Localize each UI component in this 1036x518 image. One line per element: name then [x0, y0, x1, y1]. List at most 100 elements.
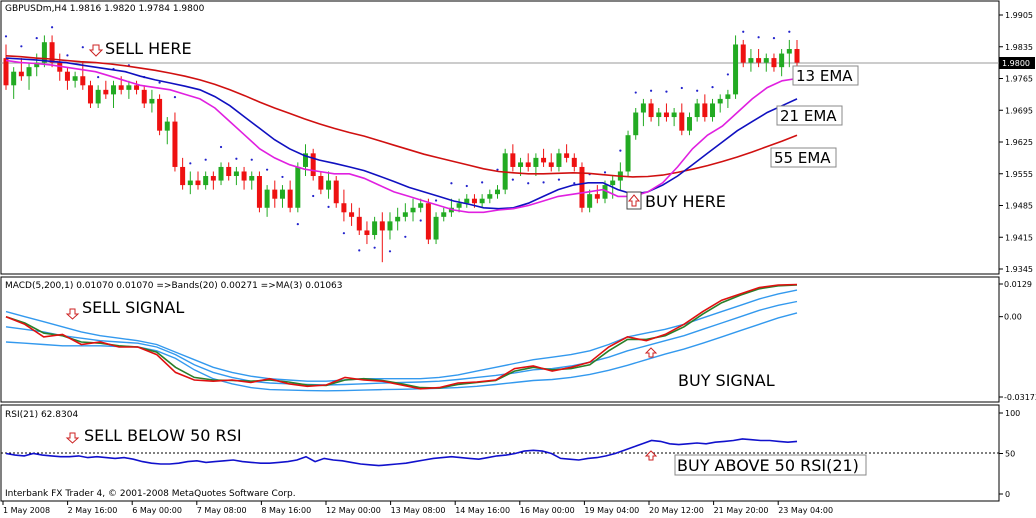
sar-dot [388, 250, 392, 253]
ema13-label-box [792, 65, 859, 86]
sar-dot [327, 205, 330, 208]
candle-body [318, 176, 324, 190]
sar-dot [665, 90, 668, 93]
rsi-tick-label: 100 [1005, 409, 1020, 418]
candle-body [756, 58, 762, 63]
sell-here-annotation: SELL HERE [88, 39, 192, 58]
sar-dot [465, 184, 468, 188]
buy-above-annotation: BUY ABOVE 50 RSI(21) [644, 450, 867, 476]
candle-body [564, 153, 570, 158]
candle-body [410, 207, 416, 213]
candle-body [141, 89, 147, 104]
candle-body [287, 189, 293, 208]
rsi-line [5, 438, 798, 467]
price-tick-label: 1.9905 [1005, 11, 1033, 20]
sar-dot [81, 46, 84, 49]
sell-below-arrow-icon [65, 432, 80, 444]
candle-body [395, 216, 401, 222]
sar-dot [557, 178, 561, 181]
time-tick-label: 19 May 04:00 [584, 506, 639, 515]
candle-body [748, 58, 754, 63]
candle-body [310, 153, 316, 177]
candle-body [479, 198, 485, 204]
time-tick-label: 1 May 2008 [3, 506, 50, 515]
candle-body [648, 103, 654, 118]
time-tick-label: 20 May 12:00 [649, 506, 704, 515]
macd-series-line [5, 289, 798, 382]
sar-dot [603, 171, 607, 174]
buy-above-label-box [674, 454, 867, 476]
ema21-line [5, 57, 798, 210]
candle-body [233, 171, 239, 177]
candle-body [180, 166, 186, 186]
time-tick-label: 7 May 08:00 [197, 506, 247, 515]
candle-body [786, 49, 792, 54]
candle-body [433, 216, 439, 240]
rsi-tick-label: 0 [1005, 490, 1010, 499]
candle-body [533, 157, 539, 167]
candle-body [203, 176, 209, 186]
candle-body [226, 166, 232, 177]
macd-tick-label: -0.03173 [1004, 393, 1036, 402]
rsi-series-line [5, 438, 798, 467]
candle-body [256, 176, 262, 208]
candle-body [387, 221, 393, 231]
candle-body [80, 76, 86, 86]
time-axis: 1 May 2008 2 May 16:00 6 May 00:00 7 May 08… [2, 501, 833, 515]
sar-dot [496, 168, 499, 171]
rsi-panel-frame [0, 404, 1000, 502]
sar-dot [20, 45, 23, 48]
candle-body [471, 198, 477, 204]
sar-dot [511, 178, 514, 181]
sar-dot [404, 235, 407, 238]
sar-dot [696, 89, 699, 92]
sar-dot [619, 149, 622, 152]
candle-body [441, 212, 447, 217]
candle-body [594, 194, 600, 199]
sar-dot [573, 182, 576, 185]
sar-dot [757, 36, 760, 39]
sar-dot [219, 145, 223, 149]
candle-body [402, 212, 408, 217]
candle-body [541, 157, 547, 163]
candle-body [610, 180, 616, 186]
macd-lines [5, 283, 798, 392]
ema21-label: 21 EMA [780, 107, 837, 125]
candle-body [694, 103, 700, 118]
candle-body [64, 71, 70, 81]
sell-arrow-icon [88, 44, 104, 57]
sar-dot [250, 158, 253, 161]
time-tick-label: 13 May 08:00 [391, 506, 446, 515]
candle-body [26, 67, 32, 77]
buy-signal-label: BUY SIGNAL [678, 371, 775, 390]
price-tick-label: 1.9625 [1005, 138, 1033, 147]
candle-body [49, 42, 55, 63]
rsi-tick-label: 50 [1005, 450, 1015, 459]
rsi-axis: 100 50 0 [999, 409, 1020, 499]
sar-dot [772, 37, 776, 40]
candle-body [210, 176, 216, 181]
candle-body [195, 180, 201, 186]
candle-body [264, 189, 270, 208]
candle-body [717, 98, 723, 104]
ema55-line [5, 55, 798, 178]
candle-body [794, 49, 800, 63]
candle-body [556, 153, 562, 167]
time-tick-label: 8 May 16:00 [261, 506, 311, 515]
candle-body [11, 71, 17, 86]
sar-dot [312, 194, 315, 198]
current-price-label: 1.9800 [1002, 59, 1030, 68]
sar-dot [649, 89, 653, 92]
sar-dot [527, 182, 530, 185]
sar-dot [358, 249, 361, 252]
candle-body [272, 189, 278, 199]
candle-body [34, 62, 40, 68]
sar-dot [66, 54, 69, 57]
candle-body [510, 153, 516, 167]
candle-body [103, 89, 109, 95]
candle-body [3, 58, 9, 86]
candle-body [164, 121, 170, 131]
sar-dot [4, 35, 8, 38]
candle-body [364, 230, 370, 235]
